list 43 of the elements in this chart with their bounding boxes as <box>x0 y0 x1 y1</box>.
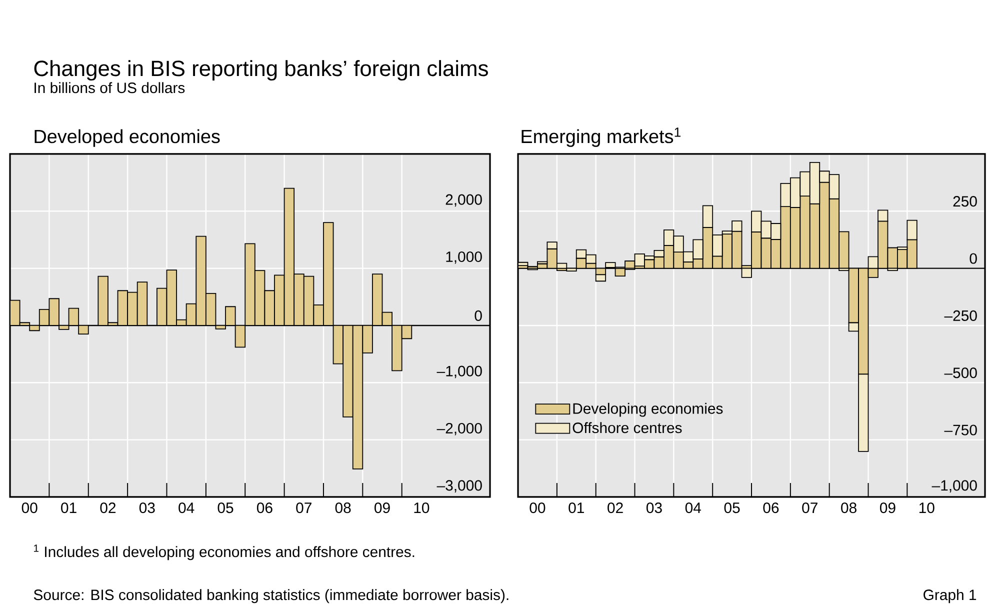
x-tick-label: 04 <box>685 502 702 514</box>
x-tick-label: 08 <box>841 502 856 514</box>
chart-title: Emerging markets$^{1}$ <box>522 128 681 147</box>
y-tick-label: 1,000 <box>446 251 482 264</box>
x-tick-label: 09 <box>880 502 896 514</box>
x-tick-label: 05 <box>724 502 740 514</box>
x-tick-label: 00 <box>22 502 38 514</box>
x-tick-label: 02 <box>100 502 116 514</box>
x-tick-label: 06 <box>763 502 779 514</box>
x-tick-label: 04 <box>178 502 194 514</box>
x-tick-label: 07 <box>802 502 818 514</box>
y-tick-label: –750 <box>944 424 977 436</box>
x-tick-label: 05 <box>218 502 234 514</box>
source-note: Source: BIS consolidated banking statistics (immediate borrower basis). <box>34 589 508 604</box>
x-tick-label: 03 <box>139 502 155 514</box>
chart-title: Developed economies <box>34 129 220 147</box>
x-tick-label: 06 <box>256 502 272 514</box>
y-tick-label: 0 <box>474 310 482 321</box>
y-tick-label: –250 <box>944 310 977 321</box>
text: In billions of US dollars <box>34 82 185 94</box>
y-tick-label: –3,000 <box>436 480 482 492</box>
x-tick-label: 01 <box>568 502 584 514</box>
text: Changes in BIS reporting banks’ foreign claims <box>34 60 488 81</box>
x-tick-label: 07 <box>296 502 312 514</box>
x-tick-label: 10 <box>414 502 430 514</box>
y-tick-label: 250 <box>953 196 977 207</box>
y-tick-label: –500 <box>944 368 977 378</box>
x-tick-label: 10 <box>919 502 934 514</box>
legend-label: Offshore centres <box>572 422 682 434</box>
text: $^{1}$ Includes all developing economies and offshore centres. <box>34 544 414 560</box>
x-tick-label: 02 <box>608 502 623 514</box>
y-tick-label: –1,000 <box>436 366 482 378</box>
x-tick-label: 01 <box>61 502 76 514</box>
y-tick-label: 0 <box>970 253 977 264</box>
caption: Graph 1 <box>924 589 976 604</box>
y-tick-label: –1,000 <box>932 480 977 492</box>
x-tick-label: 09 <box>374 502 390 514</box>
y-tick-label: 2,000 <box>446 194 482 207</box>
x-tick-label: 08 <box>335 502 351 514</box>
legend-label: Developing economies <box>573 402 723 417</box>
x-tick-label: 03 <box>646 502 662 514</box>
y-tick-label: –2,000 <box>436 422 482 436</box>
x-tick-label: 00 <box>530 502 546 514</box>
